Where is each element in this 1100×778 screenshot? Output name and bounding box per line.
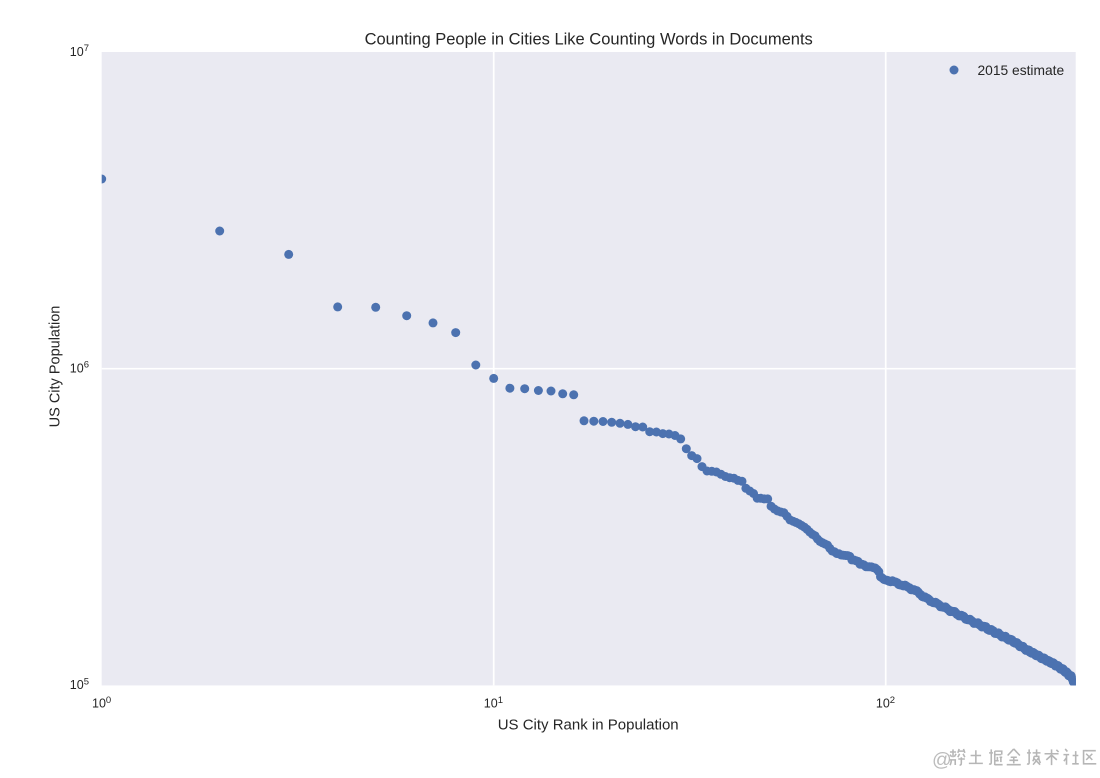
svg-text:US City Rank in Population: US City Rank in Population bbox=[498, 716, 679, 733]
svg-text:2015 estimate: 2015 estimate bbox=[978, 63, 1065, 78]
svg-text:Counting People in Cities Like: Counting People in Cities Like Counting … bbox=[365, 31, 813, 49]
svg-text:US City Population: US City Population bbox=[48, 306, 64, 428]
svg-text:@: @ bbox=[932, 749, 952, 771]
